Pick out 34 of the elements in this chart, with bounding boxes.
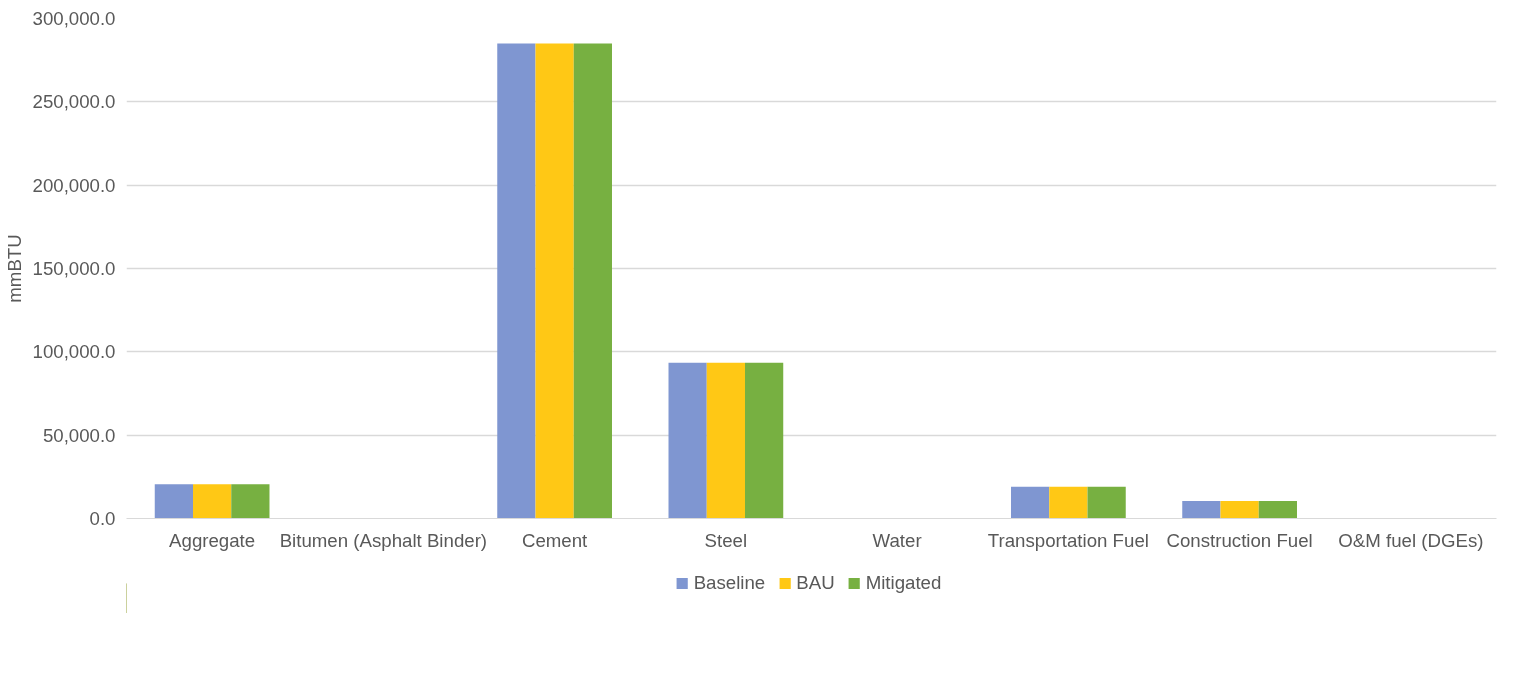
x-tick-label: Bitumen (Asphalt Binder) [279, 529, 488, 551]
bar [231, 484, 270, 519]
bar [1049, 486, 1088, 519]
x-tick-label: Aggregate [169, 529, 256, 551]
bar [745, 362, 784, 519]
y-tick-label: 200,000.0 [32, 174, 116, 196]
bar [1087, 486, 1126, 519]
y-tick-label: 300,000.0 [32, 8, 116, 29]
bar [193, 484, 232, 519]
bar [1011, 486, 1050, 519]
bar [497, 43, 536, 519]
x-tick-label: O&M fuel (DGEs) [1338, 529, 1484, 551]
y-tick-label: 50,000.0 [42, 424, 116, 446]
bar [1258, 501, 1297, 519]
bar [154, 484, 193, 519]
y-tick-label: 100,000.0 [32, 341, 116, 363]
y-tick-label: 150,000.0 [32, 258, 116, 279]
x-tick-label: Water [872, 529, 922, 551]
y-tick-label: 0.0 [89, 508, 116, 529]
x-tick-label: Transportation Fuel [987, 529, 1149, 551]
y-axis-title: mmBTU [3, 234, 25, 303]
legend-label: Mitigated [865, 572, 942, 594]
legend-label: BAU [796, 572, 835, 594]
bar [1220, 501, 1259, 519]
bar [573, 43, 612, 519]
bar [668, 362, 707, 519]
x-tick-label: Steel [704, 529, 748, 551]
x-tick-label: Construction Fuel [1166, 529, 1313, 551]
legend-label: Baseline [693, 572, 766, 594]
x-tick-label: Cement [521, 529, 589, 551]
bar [706, 362, 745, 519]
bar [1182, 501, 1221, 519]
bar [535, 43, 574, 519]
y-tick-label: 250,000.0 [32, 91, 116, 113]
